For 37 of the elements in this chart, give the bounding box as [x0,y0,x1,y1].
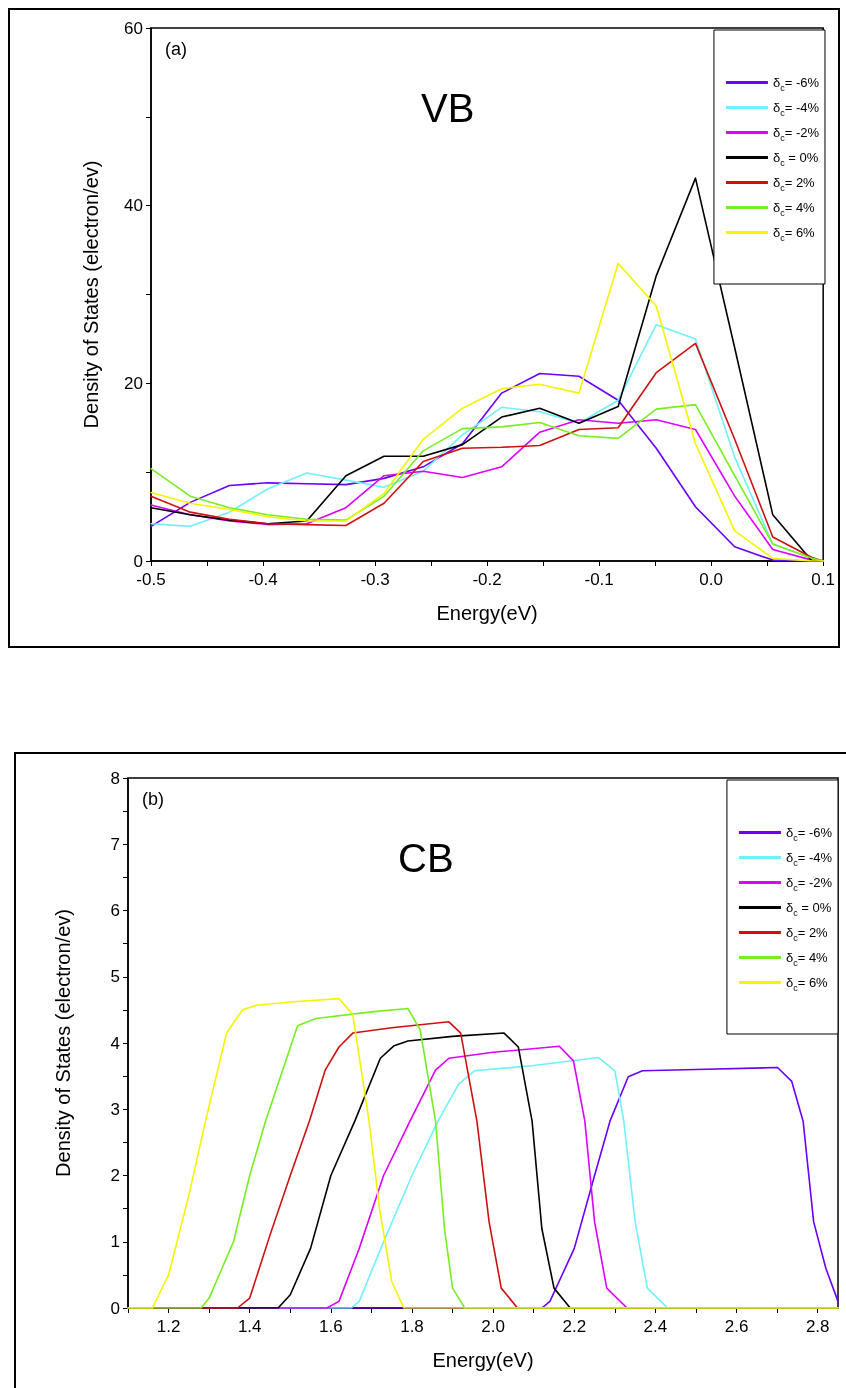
x-tick-label: 1.2 [156,1317,181,1336]
y-tick-label: 2 [110,1166,120,1185]
x-tick-label: 0.0 [699,570,723,589]
x-tick-label: -0.1 [584,570,614,589]
x-tick-label: -0.2 [472,570,502,589]
x-tick-label: 2.2 [562,1317,587,1336]
y-tick-label: 0 [133,551,143,571]
y-tick-label: 4 [110,1033,120,1053]
x-tick-label: 1.6 [319,1317,343,1336]
x-tick-label: 2.8 [805,1317,830,1336]
annotation: VB [421,86,475,130]
y-tick-label: 40 [124,196,143,216]
annotation: (b) [142,789,164,809]
y-axis-title: Density of States (electron/ev) [80,160,102,429]
x-tick-label: -0.5 [136,570,166,589]
y-tick-label: 3 [110,1099,120,1119]
y-tick-label: 60 [124,18,143,38]
x-axis-title: Energy(eV) [432,1349,534,1371]
x-tick-label: 1.8 [400,1317,424,1336]
y-axis-title: Density of States (electron/ev) [52,909,74,1177]
x-tick-label: 2.4 [643,1317,668,1336]
y-tick-label: 1 [110,1232,120,1252]
annotation: (a) [165,39,187,59]
y-tick-label: 5 [110,967,120,987]
x-tick-label: 1.4 [237,1317,262,1336]
x-tick-label: 2.6 [724,1317,749,1336]
annotation: CB [398,836,454,880]
y-tick-label: 8 [110,768,120,788]
y-tick-label: 20 [124,373,143,393]
y-tick-label: 0 [110,1298,120,1318]
y-tick-label: 7 [110,834,120,854]
x-tick-label: 2.0 [481,1317,505,1336]
y-tick-label: 6 [110,901,120,920]
x-axis-title: Energy(eV) [436,602,538,624]
x-tick-label: -0.3 [360,570,390,589]
x-tick-label: 0.1 [811,570,835,589]
x-tick-label: -0.4 [248,570,278,589]
